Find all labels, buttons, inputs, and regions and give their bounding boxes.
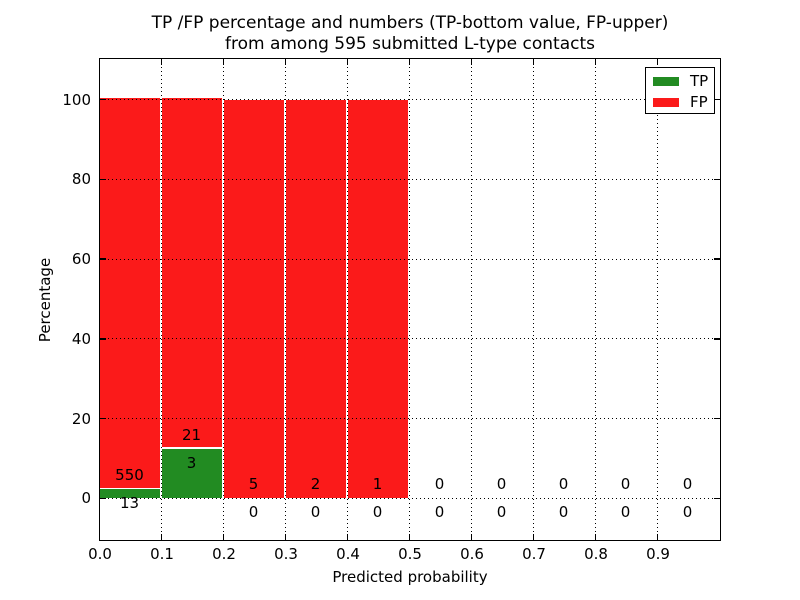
vertical-gridline — [161, 58, 162, 540]
tp-count-annotation: 0 — [434, 503, 445, 522]
y-tick-mark — [99, 497, 106, 500]
tp-count-annotation: 0 — [620, 503, 631, 522]
fp-count-annotation: 0 — [496, 475, 507, 494]
fp-count-annotation: 0 — [620, 475, 631, 494]
tp-count-annotation: 0 — [248, 503, 259, 522]
x-tick-mark — [98, 533, 101, 540]
fp-count-annotation: 0 — [434, 475, 445, 494]
x-tick-mark — [470, 533, 473, 540]
y-tick-mark — [99, 417, 106, 420]
x-tick-label: 0.4 — [336, 545, 360, 563]
x-tick-mark — [222, 533, 225, 540]
x-tick-mark — [222, 58, 225, 65]
fp-bar-segment — [347, 99, 408, 499]
y-tick-mark — [713, 178, 720, 181]
chart-title: TP /FP percentage and numbers (TP-bottom… — [100, 13, 720, 55]
vertical-gridline — [595, 58, 596, 540]
y-tick-mark — [713, 98, 720, 101]
x-tick-label: 0.5 — [398, 545, 422, 563]
chart-title-line1: TP /FP percentage and numbers (TP-bottom… — [151, 13, 669, 33]
tp-count-annotation: 13 — [119, 494, 140, 513]
x-tick-label: 0.7 — [522, 545, 546, 563]
x-tick-mark — [656, 58, 659, 65]
fp-bar-segment — [99, 97, 160, 488]
tp-count-annotation: 0 — [558, 503, 569, 522]
tp-count-annotation: 3 — [186, 453, 197, 472]
x-tick-mark — [160, 533, 163, 540]
tp-count-annotation: 0 — [496, 503, 507, 522]
x-tick-label: 0.8 — [584, 545, 608, 563]
vertical-gridline — [657, 58, 658, 540]
fp-count-annotation: 21 — [181, 425, 202, 444]
x-tick-mark — [284, 58, 287, 65]
fp-count-annotation: 0 — [558, 475, 569, 494]
fp-bar-segment — [223, 99, 284, 499]
x-tick-mark — [532, 58, 535, 65]
y-tick-label: 80 — [71, 170, 91, 189]
y-tick-mark — [99, 98, 106, 101]
fp-bar-segment — [285, 99, 346, 499]
y-tick-label: 100 — [62, 90, 91, 109]
vertical-gridline — [347, 58, 348, 540]
y-tick-mark — [713, 258, 720, 260]
x-tick-mark — [656, 533, 659, 540]
x-tick-mark — [346, 533, 349, 540]
legend-label-tp: TP — [690, 72, 709, 90]
fp-count-annotation: 5 — [248, 475, 259, 494]
x-tick-label: 0.6 — [460, 545, 484, 563]
chart-title-line2: from among 595 submitted L-type contacts — [224, 34, 595, 54]
tp-bar-segment — [99, 489, 160, 499]
x-tick-label: 0.0 — [88, 545, 112, 563]
tp-count-annotation: 0 — [682, 503, 693, 522]
y-tick-mark — [713, 338, 720, 340]
legend-item-tp: TP — [646, 71, 714, 92]
legend-item-fp: FP — [646, 92, 714, 113]
vertical-gridline — [285, 58, 286, 540]
y-tick-label: 60 — [71, 250, 91, 269]
y-tick-label: 40 — [71, 329, 91, 348]
x-tick-mark — [408, 533, 411, 540]
fp-bar-segment — [161, 97, 222, 447]
vertical-gridline — [223, 58, 224, 540]
x-tick-mark — [346, 58, 349, 65]
legend-label-fp: FP — [690, 93, 708, 111]
y-tick-mark — [99, 258, 106, 260]
x-tick-mark — [470, 58, 473, 65]
y-tick-mark — [99, 178, 106, 181]
vertical-gridline — [533, 58, 534, 540]
y-tick-mark — [713, 497, 720, 500]
tp-count-annotation: 0 — [372, 503, 383, 522]
fp-count-annotation: 550 — [115, 466, 144, 485]
x-tick-label: 0.2 — [212, 545, 236, 563]
plot-area: 550 13 21 3 5 0 2 0 1 0 0 0 0 0 0 0 0 0 0 0 — [98, 57, 721, 541]
fp-color-swatch-icon — [653, 98, 679, 107]
legend: TP FP — [645, 67, 715, 114]
x-tick-mark — [594, 58, 597, 65]
tp-count-annotation: 0 — [310, 503, 321, 522]
y-tick-mark — [713, 417, 720, 420]
vertical-gridline — [409, 58, 410, 540]
x-tick-mark — [98, 58, 101, 65]
fp-count-annotation: 0 — [682, 475, 693, 494]
x-tick-mark — [594, 533, 597, 540]
x-tick-mark — [284, 533, 287, 540]
x-tick-label: 0.9 — [646, 545, 670, 563]
x-axis-label: Predicted probability — [332, 568, 488, 586]
y-tick-label: 0 — [81, 489, 91, 508]
y-tick-label: 20 — [71, 409, 91, 428]
vertical-gridline — [471, 58, 472, 540]
x-tick-mark — [408, 58, 411, 65]
fp-count-annotation: 2 — [310, 475, 321, 494]
y-tick-mark — [99, 338, 106, 340]
fp-count-annotation: 1 — [372, 475, 383, 494]
x-tick-mark — [160, 58, 163, 65]
x-tick-mark — [532, 533, 535, 540]
tp-color-swatch-icon — [653, 77, 679, 86]
tp-bar-segment — [161, 448, 222, 499]
x-tick-label: 0.3 — [274, 545, 298, 563]
x-tick-label: 0.1 — [150, 545, 174, 563]
